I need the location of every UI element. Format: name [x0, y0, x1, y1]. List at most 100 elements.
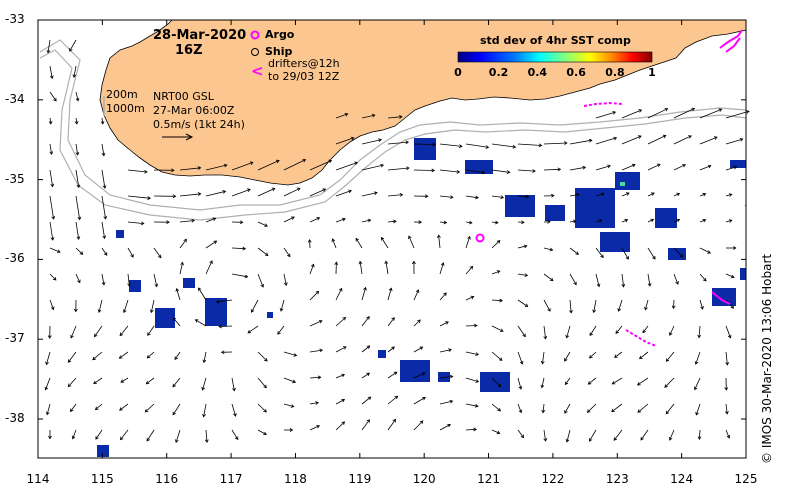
current-arrow-head: [691, 107, 696, 112]
current-arrow-head: [144, 408, 149, 413]
current-arrow-head: [694, 361, 699, 365]
current-arrow-head: [564, 141, 568, 145]
current-arrow-head: [675, 281, 679, 285]
current-arrow-head: [367, 396, 372, 401]
current-arrow: [75, 169, 80, 188]
current-arrow: [517, 377, 522, 390]
colorbar-tick-label: 0: [454, 66, 462, 79]
current-arrow: [517, 169, 536, 172]
current-arrow: [491, 325, 504, 332]
current-arrow-head: [290, 404, 295, 408]
current-arrow: [145, 403, 155, 413]
current-arrow: [179, 239, 187, 249]
current-arrow: [587, 403, 597, 413]
current-arrow: [595, 273, 600, 287]
current-arrow-head: [500, 195, 505, 200]
current-arrow-head: [624, 218, 629, 223]
current-arrow-head: [496, 240, 501, 244]
current-arrow-head: [191, 218, 195, 223]
current-arrow-head: [366, 419, 370, 423]
current-arrow-head: [242, 246, 247, 251]
current-arrow-head: [318, 320, 323, 324]
current-arrow-head: [449, 374, 454, 379]
current-arrow: [179, 262, 183, 275]
current-arrow: [673, 247, 683, 258]
current-arrow-head: [363, 286, 367, 291]
current-arrow-head: [263, 431, 267, 435]
current-arrow: [257, 429, 267, 435]
current-arrow-head: [524, 303, 529, 307]
current-arrow: [595, 165, 611, 171]
current-arrow-head: [702, 277, 707, 282]
current-arrow: [413, 143, 436, 145]
current-arrow: [283, 159, 306, 171]
current-arrow: [309, 217, 320, 223]
current-arrow: [669, 429, 675, 441]
current-arrow-head: [49, 151, 54, 155]
current-arrow-head: [728, 219, 733, 223]
current-arrow-head: [408, 235, 412, 240]
product-time: 27-Mar 06:00Z: [153, 104, 235, 117]
current-arrow-head: [497, 407, 501, 412]
current-arrow: [361, 219, 371, 223]
current-arrow: [335, 346, 347, 353]
current-arrow-head: [621, 283, 626, 288]
current-arrow: [640, 429, 649, 441]
current-arrow: [517, 403, 522, 413]
current-arrow-head: [450, 195, 454, 200]
current-arrow-head: [405, 140, 410, 145]
current-arrow-head: [611, 381, 616, 385]
current-arrow: [73, 65, 77, 78]
current-arrow: [172, 403, 181, 415]
current-arrow: [465, 351, 479, 355]
current-arrow: [621, 135, 642, 145]
current-arrow-head: [393, 371, 398, 376]
current-arrow-head: [130, 254, 134, 258]
current-arrow-head: [617, 308, 621, 312]
current-arrow: [491, 403, 501, 412]
current-arrow-head: [676, 218, 681, 223]
current-arrow-head: [547, 219, 551, 224]
current-arrow: [439, 321, 449, 327]
current-arrow-head: [589, 332, 593, 337]
current-arrow: [439, 195, 453, 198]
current-arrow: [219, 325, 233, 327]
current-arrow: [335, 399, 345, 405]
lat-tick-label: -38: [5, 411, 25, 425]
current-arrow-head: [198, 287, 202, 291]
current-arrow: [75, 273, 81, 283]
current-arrow: [569, 220, 576, 223]
current-arrow: [387, 317, 395, 327]
current-arrow-head: [612, 111, 617, 115]
current-arrow-head: [573, 281, 577, 286]
current-arrow: [119, 403, 129, 411]
current-arrow-head: [718, 108, 723, 112]
current-arrow-head: [249, 161, 254, 165]
current-arrow-head: [512, 144, 517, 149]
current-arrow: [665, 403, 675, 415]
current-arrow-head: [564, 358, 568, 362]
current-arrow-head: [232, 387, 236, 392]
current-arrow-head: [475, 379, 480, 383]
current-arrow: [465, 221, 472, 224]
current-arrow-head: [172, 411, 176, 416]
current-arrow-head: [67, 359, 72, 363]
current-arrow: [491, 143, 516, 148]
current-arrow: [120, 429, 129, 440]
current-arrow-head: [50, 306, 55, 311]
current-arrow: [543, 325, 546, 339]
current-arrow: [491, 195, 504, 198]
current-arrow: [72, 429, 77, 439]
current-arrow-head: [45, 411, 50, 416]
current-arrow-head: [120, 436, 124, 441]
current-arrow-head: [625, 256, 629, 260]
current-arrow: [725, 429, 730, 439]
current-arrow-head: [331, 238, 336, 243]
current-arrow: [101, 221, 105, 239]
current-arrow: [491, 270, 500, 275]
current-arrow: [439, 143, 462, 147]
current-arrow-head: [44, 386, 49, 391]
current-arrow: [205, 164, 227, 171]
current-arrow: [569, 139, 592, 145]
current-arrow: [699, 219, 706, 223]
